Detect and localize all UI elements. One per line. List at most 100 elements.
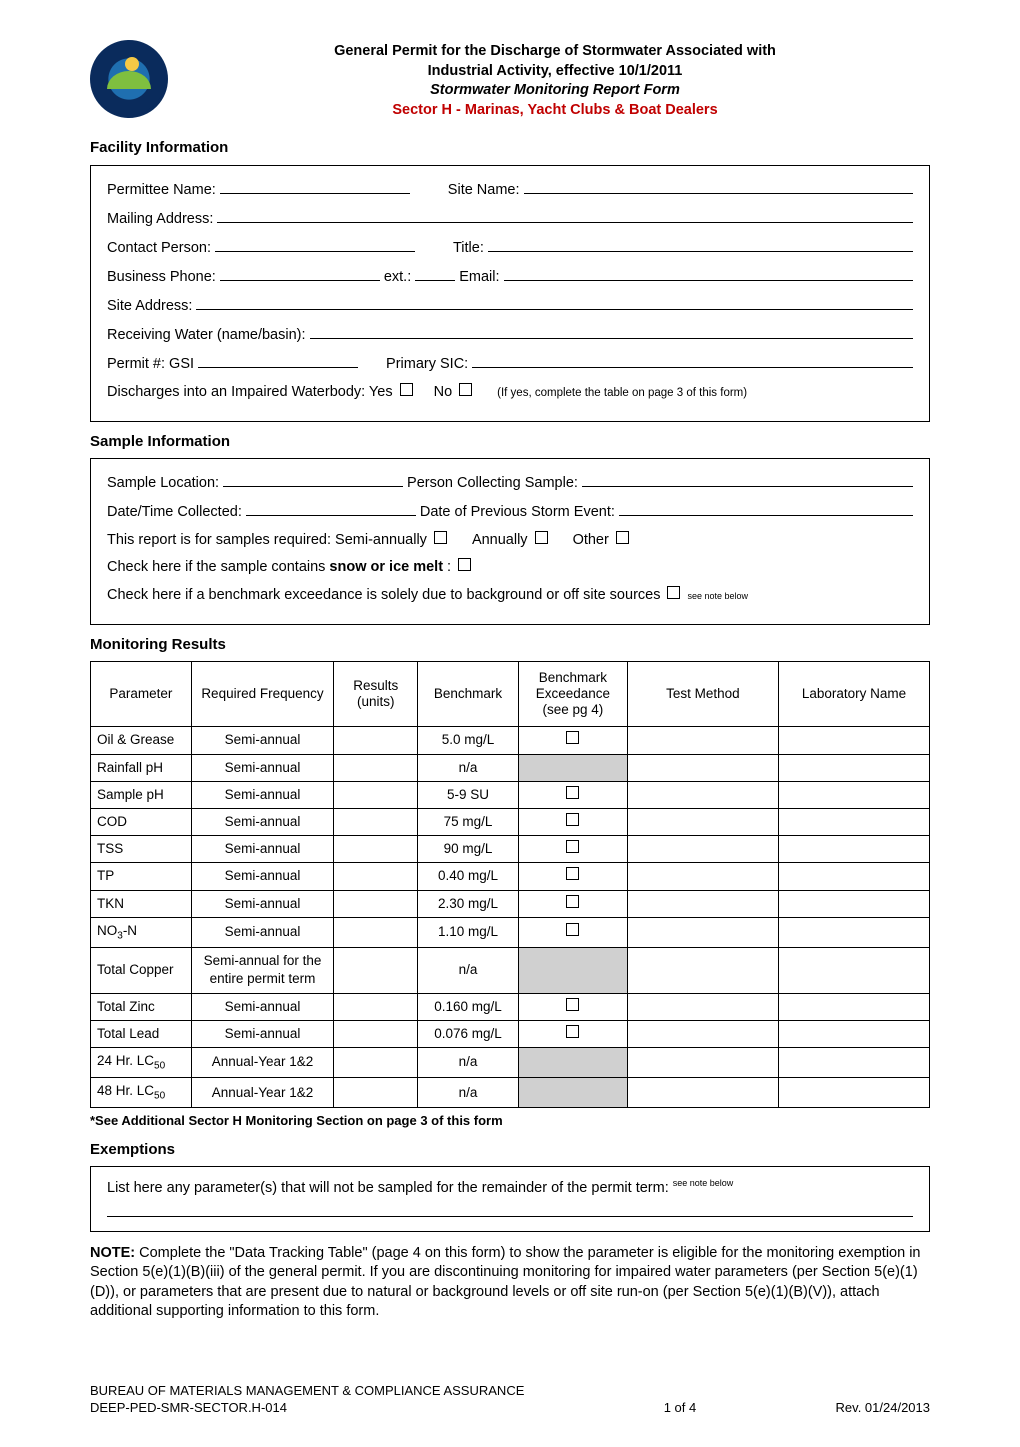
cell-bench: 5-9 SU [418,781,519,808]
cell-results[interactable] [334,809,418,836]
cell-results[interactable] [334,836,418,863]
cell-method[interactable] [627,948,778,993]
cell-exceed[interactable] [518,863,627,890]
prev-input[interactable] [619,502,913,517]
bg-checkbox[interactable] [667,586,680,599]
cell-param: TP [91,863,192,890]
cell-exceed[interactable] [518,727,627,754]
cell-results[interactable] [334,948,418,993]
cell-exceed[interactable] [518,948,627,993]
email-input[interactable] [504,267,913,282]
cell-lab[interactable] [778,781,929,808]
table-row: 48 Hr. LC50Annual-Year 1&2n/a [91,1078,930,1108]
cell-method[interactable] [627,754,778,781]
title-input[interactable] [488,238,913,253]
dt-input[interactable] [246,502,416,517]
cell-exceed[interactable] [518,781,627,808]
cell-lab[interactable] [778,1047,929,1077]
ext-input[interactable] [415,267,455,282]
site-addr-input[interactable] [196,296,913,311]
cell-lab[interactable] [778,809,929,836]
cell-results[interactable] [334,754,418,781]
cell-exceed[interactable] [518,809,627,836]
table-row: TPSemi-annual0.40 mg/L [91,863,930,890]
cell-exceed[interactable] [518,836,627,863]
cell-lab[interactable] [778,863,929,890]
phone-input[interactable] [220,267,380,282]
other-checkbox[interactable] [616,531,629,544]
cell-method[interactable] [627,863,778,890]
exempt-input-line[interactable] [107,1203,913,1217]
cell-bench: n/a [418,1078,519,1108]
annually-checkbox[interactable] [535,531,548,544]
permit-input[interactable] [198,354,358,369]
exceed-checkbox[interactable] [566,895,579,908]
cell-lab[interactable] [778,1020,929,1047]
snow-label-pre: Check here if the sample contains [107,558,325,578]
cell-exceed[interactable] [518,890,627,917]
cell-lab[interactable] [778,948,929,993]
cell-lab[interactable] [778,836,929,863]
cell-results[interactable] [334,727,418,754]
cell-results[interactable] [334,863,418,890]
exempt-text: List here any parameter(s) that will not… [107,1180,669,1196]
cell-method[interactable] [627,890,778,917]
cell-exceed[interactable] [518,917,627,947]
cell-results[interactable] [334,890,418,917]
contact-input[interactable] [215,238,415,253]
discharge-no-checkbox[interactable] [459,383,472,396]
cell-freq: Semi-annual [191,727,334,754]
cell-exceed[interactable] [518,1078,627,1108]
exceed-checkbox[interactable] [566,998,579,1011]
exceed-checkbox[interactable] [566,731,579,744]
cell-lab[interactable] [778,727,929,754]
mailing-input[interactable] [217,209,913,224]
cell-freq: Semi-annual [191,781,334,808]
cell-lab[interactable] [778,890,929,917]
cell-lab[interactable] [778,917,929,947]
exceed-checkbox[interactable] [566,1025,579,1038]
cell-method[interactable] [627,1020,778,1047]
cell-results[interactable] [334,1078,418,1108]
semiannual-checkbox[interactable] [434,531,447,544]
cell-exceed[interactable] [518,993,627,1020]
site-name-input[interactable] [524,180,913,195]
cell-param: COD [91,809,192,836]
cell-method[interactable] [627,727,778,754]
cell-method[interactable] [627,917,778,947]
cell-method[interactable] [627,1078,778,1108]
exceed-checkbox[interactable] [566,840,579,853]
cell-method[interactable] [627,836,778,863]
cell-results[interactable] [334,781,418,808]
cell-exceed[interactable] [518,1020,627,1047]
cell-lab[interactable] [778,1078,929,1108]
cell-results[interactable] [334,993,418,1020]
exceed-checkbox[interactable] [566,867,579,880]
exceed-checkbox[interactable] [566,923,579,936]
cell-method[interactable] [627,1047,778,1077]
title-label: Title: [453,239,484,259]
prev-label: Date of Previous Storm Event: [420,503,615,523]
cell-results[interactable] [334,917,418,947]
rw-input[interactable] [310,325,913,340]
discharge-yes-checkbox[interactable] [400,383,413,396]
exceed-checkbox[interactable] [566,813,579,826]
cell-lab[interactable] [778,754,929,781]
cell-exceed[interactable] [518,1047,627,1077]
cell-results[interactable] [334,1020,418,1047]
collector-input[interactable] [582,473,913,488]
exceed-checkbox[interactable] [566,786,579,799]
cell-freq: Semi-annual [191,890,334,917]
cell-param: NO3-N [91,917,192,947]
cell-lab[interactable] [778,993,929,1020]
sample-loc-input[interactable] [223,473,403,488]
cell-method[interactable] [627,993,778,1020]
cell-results[interactable] [334,1047,418,1077]
cell-method[interactable] [627,809,778,836]
col-param: Parameter [91,661,192,727]
cell-method[interactable] [627,781,778,808]
sic-input[interactable] [472,354,913,369]
cell-exceed[interactable] [518,754,627,781]
permittee-input[interactable] [220,180,410,195]
snow-checkbox[interactable] [458,558,471,571]
